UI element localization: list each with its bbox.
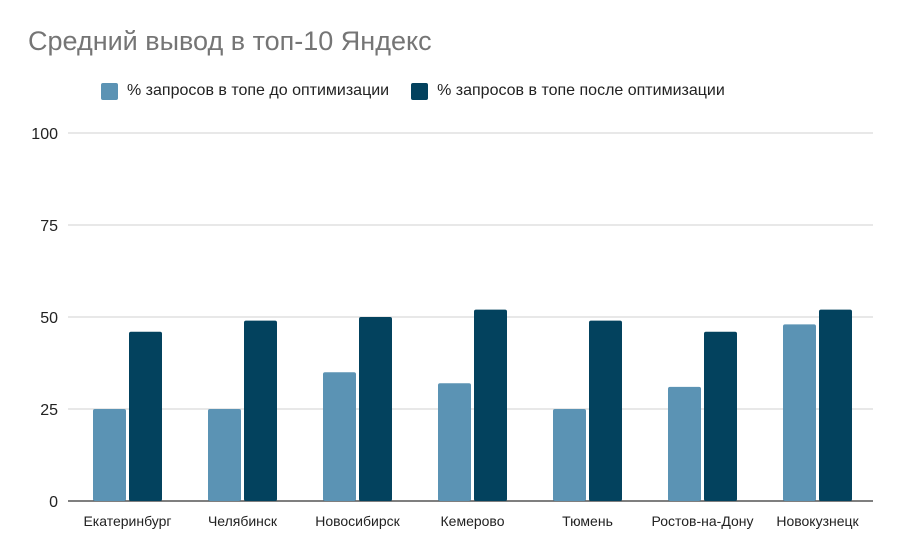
bar-after	[819, 309, 852, 501]
y-tick-label: 25	[40, 402, 58, 419]
y-tick-label: 0	[49, 494, 58, 511]
legend-item-before: % запросов в топе до оптимизации	[101, 82, 389, 100]
x-tick-label: Кемерово	[441, 513, 505, 529]
bar-after	[359, 317, 392, 501]
x-tick-label: Челябинск	[208, 513, 278, 529]
x-tick-label: Екатеринбург	[83, 513, 171, 529]
x-tick-label: Тюмень	[562, 513, 613, 529]
bar-before	[668, 386, 701, 501]
y-tick-label: 75	[40, 218, 58, 235]
bar-after	[474, 309, 507, 501]
y-tick-label: 100	[31, 126, 58, 143]
x-tick-label: Новосибирск	[315, 513, 400, 529]
legend: % запросов в топе до оптимизации % запро…	[101, 82, 747, 100]
legend-swatch-after	[411, 82, 429, 100]
x-tick-label: Ростов-на-Дону	[652, 513, 754, 529]
bar-after	[129, 331, 162, 501]
bar-before	[438, 383, 471, 501]
chart-title: Средний вывод в топ-10 Яндекс	[28, 26, 432, 56]
bar-after	[244, 320, 277, 501]
legend-item-after: % запросов в топе после оптимизации	[411, 82, 725, 100]
legend-label-after: % запросов в топе после оптимизации	[437, 82, 725, 99]
bar-before	[93, 409, 126, 501]
x-tick-label: Новокузнецк	[776, 513, 859, 529]
legend-label-before: % запросов в топе до оптимизации	[127, 82, 390, 99]
y-tick-label: 50	[40, 310, 58, 327]
bar-before	[323, 372, 356, 501]
bar-before	[553, 409, 586, 501]
bar-before	[208, 409, 241, 501]
bar-before	[783, 324, 816, 501]
legend-swatch-before	[101, 82, 118, 100]
bar-after	[589, 320, 622, 501]
bar-after	[704, 331, 737, 501]
